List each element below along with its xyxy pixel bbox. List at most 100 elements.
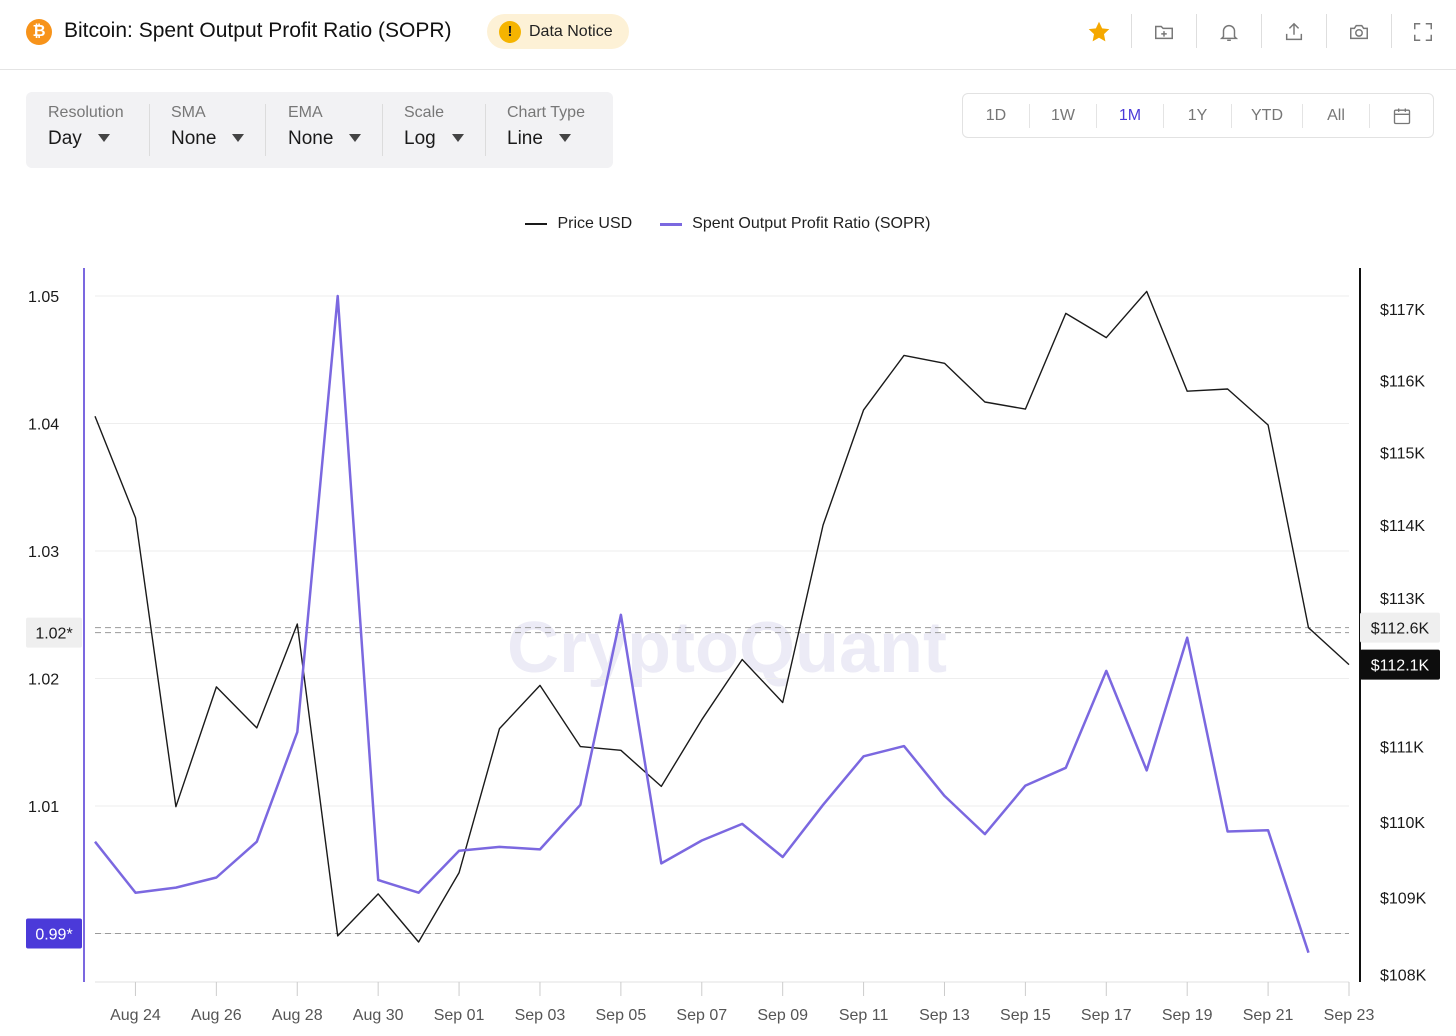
reference-label: 1.02*	[35, 626, 72, 643]
x-axis-tick-label: Sep 07	[676, 1007, 727, 1024]
left-axis-tick-label: 1.04	[28, 417, 59, 434]
range-divider	[1302, 104, 1303, 128]
x-axis-tick-label: Sep 21	[1243, 1007, 1294, 1024]
toolbar-divider	[1196, 14, 1197, 48]
right-axis-tick-label: $108K	[1380, 967, 1427, 984]
toolbar-divider	[1326, 14, 1327, 48]
legend-swatch-sopr	[660, 222, 683, 226]
time-range-selector: 1D 1W 1M 1Y YTD All	[962, 93, 1434, 138]
scale-select[interactable]: Scale Log	[404, 104, 464, 150]
x-axis-tick-label: Sep 15	[1000, 1007, 1051, 1024]
left-axis-tick-label: 1.02	[28, 672, 59, 689]
ema-label: EMA	[288, 104, 323, 121]
chevron-down-icon	[232, 133, 245, 142]
range-divider	[1163, 104, 1164, 128]
range-ytd-button[interactable]: YTD	[1251, 107, 1283, 124]
fullscreen-icon[interactable]	[1408, 17, 1438, 47]
chart-controls: Resolution Day SMA None EMA None Scale L…	[26, 92, 613, 168]
legend-item-price[interactable]: Price USD	[525, 212, 632, 236]
left-axis-tick-label: 1.03	[28, 544, 59, 561]
chevron-down-icon	[97, 133, 110, 142]
bell-icon[interactable]	[1214, 17, 1244, 47]
toolbar-divider	[1131, 14, 1132, 48]
right-axis-tick-label: $111K	[1380, 740, 1424, 757]
ema-select[interactable]: EMA None	[288, 104, 362, 150]
right-axis-tick-label: $110K	[1380, 815, 1425, 832]
control-divider	[485, 104, 486, 156]
range-divider	[1029, 104, 1030, 128]
x-axis-tick-label: Sep 23	[1324, 1007, 1375, 1024]
x-axis-tick-label: Sep 05	[596, 1007, 647, 1024]
share-icon[interactable]	[1279, 17, 1309, 47]
chevron-down-icon	[558, 133, 571, 142]
reference-label: $112.1K	[1371, 658, 1430, 675]
resolution-value: Day	[48, 128, 82, 149]
chart-type-select[interactable]: Chart Type Line	[507, 104, 585, 150]
legend-label-sopr: Spent Output Profit Ratio (SOPR)	[692, 215, 931, 232]
control-divider	[265, 104, 266, 156]
x-axis-tick-label: Sep 09	[757, 1007, 808, 1024]
toolbar-divider	[1261, 14, 1262, 48]
reference-label: $112.6K	[1371, 621, 1430, 638]
range-1w-button[interactable]: 1W	[1051, 107, 1075, 124]
data-notice-label: Data Notice	[529, 22, 613, 40]
chart-type-label: Chart Type	[507, 104, 585, 121]
x-axis-tick-label: Aug 30	[353, 1007, 404, 1024]
chart-legend: Price USD Spent Output Profit Ratio (SOP…	[0, 212, 1456, 236]
sma-value: None	[171, 128, 217, 149]
camera-icon[interactable]	[1344, 17, 1374, 47]
page-title: Bitcoin: Spent Output Profit Ratio (SOPR…	[64, 19, 452, 42]
sma-select[interactable]: SMA None	[171, 104, 245, 150]
x-axis-tick-label: Aug 24	[110, 1007, 161, 1024]
folder-plus-icon[interactable]	[1149, 17, 1179, 47]
x-axis-tick-label: Aug 26	[191, 1007, 242, 1024]
reference-label: 0.99*	[35, 927, 72, 944]
range-all-button[interactable]: All	[1327, 107, 1345, 124]
warning-icon: !	[499, 20, 521, 43]
reference-label-bg	[26, 918, 82, 949]
right-axis-tick-label: $117K	[1380, 302, 1425, 319]
range-1m-button[interactable]: 1M	[1118, 107, 1142, 124]
right-axis-tick-label: $116K	[1380, 373, 1425, 390]
x-axis-tick-label: Aug 28	[272, 1007, 323, 1024]
x-axis-tick-label: Sep 17	[1081, 1007, 1132, 1024]
sopr-series-line	[94, 294, 1310, 954]
data-notice-button[interactable]: ! Data Notice	[487, 14, 629, 49]
range-1d-button[interactable]: 1D	[985, 107, 1007, 124]
right-axis-tick-label: $114K	[1380, 518, 1425, 535]
reference-label-bg	[1360, 649, 1440, 680]
sma-label: SMA	[171, 104, 206, 121]
left-axis-tick-label: 1.01	[28, 799, 59, 816]
range-divider	[1096, 104, 1097, 128]
calendar-icon[interactable]	[1370, 94, 1434, 137]
range-divider	[1369, 104, 1370, 128]
chart-header: ₿ Bitcoin: Spent Output Profit Ratio (SO…	[0, 0, 1456, 70]
reference-label-bg	[1360, 612, 1440, 643]
price-series-line	[94, 290, 1350, 943]
ema-value: None	[288, 128, 334, 149]
legend-label-price: Price USD	[557, 215, 633, 232]
reference-label-bg	[26, 617, 82, 648]
resolution-select[interactable]: Resolution Day	[48, 104, 124, 150]
resolution-label: Resolution	[48, 104, 124, 121]
x-axis-tick-label: Sep 11	[839, 1007, 889, 1024]
control-divider	[149, 104, 150, 156]
left-axis-tick-label: 1.05	[28, 289, 59, 306]
watermark: CryptoQuant	[507, 608, 947, 688]
right-axis-tick-label: $109K	[1380, 891, 1427, 908]
chart-type-value: Line	[507, 128, 543, 149]
x-axis-tick-label: Sep 19	[1162, 1007, 1213, 1024]
legend-item-sopr[interactable]: Spent Output Profit Ratio (SOPR)	[660, 212, 931, 236]
right-axis-tick-label: $115K	[1380, 445, 1425, 462]
scale-value: Log	[404, 128, 436, 149]
chevron-down-icon	[451, 133, 464, 142]
legend-swatch-price	[525, 223, 548, 225]
control-divider	[382, 104, 383, 156]
star-icon[interactable]	[1084, 17, 1114, 47]
range-1y-button[interactable]: 1Y	[1187, 107, 1208, 124]
range-divider	[1231, 104, 1232, 128]
x-axis-tick-label: Sep 01	[434, 1007, 485, 1024]
bitcoin-icon: ₿	[26, 19, 52, 45]
x-axis-tick-label: Sep 13	[919, 1007, 970, 1024]
